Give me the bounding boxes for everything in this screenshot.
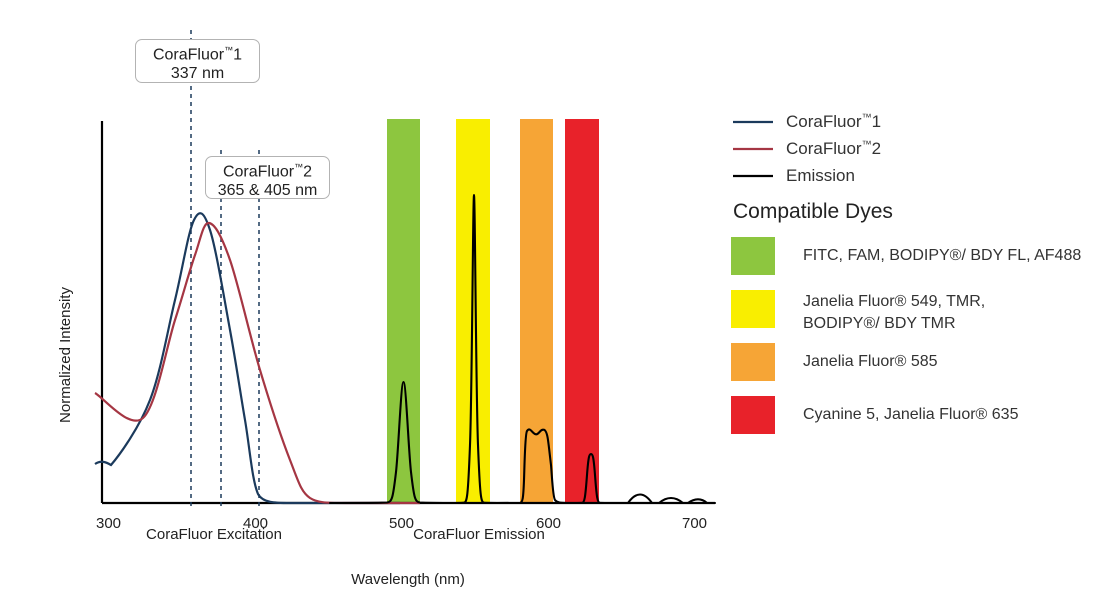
svg-text:Wavelength (nm): Wavelength (nm) [351,571,465,588]
svg-text:700: 700 [682,515,707,532]
svg-text:Normalized Intensity: Normalized Intensity [57,287,74,423]
svg-text:500: 500 [389,515,414,532]
svg-text:CoraFluor Excitation: CoraFluor Excitation [146,526,282,543]
svg-text:CoraFluor Emission: CoraFluor Emission [413,526,545,543]
svg-text:300: 300 [96,515,121,532]
